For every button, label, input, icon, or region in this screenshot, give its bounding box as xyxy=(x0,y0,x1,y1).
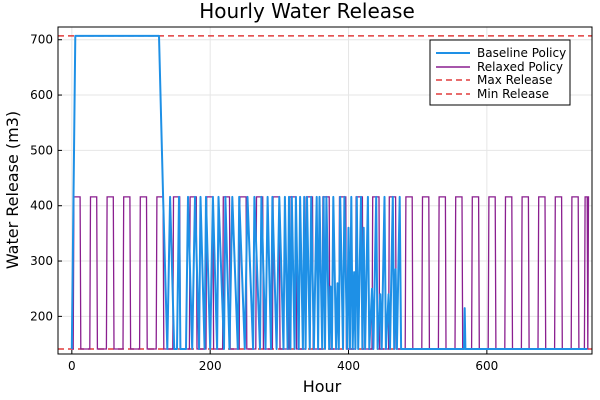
y-tick-label: 600 xyxy=(30,88,53,102)
x-tick-label: 600 xyxy=(475,359,498,373)
plot-frame xyxy=(57,26,593,355)
series-lines xyxy=(70,34,590,350)
x-tick-label: 200 xyxy=(199,359,222,373)
legend-box xyxy=(429,39,571,106)
legend-label-baseline: Baseline Policy xyxy=(477,46,566,60)
y-tick-label: 300 xyxy=(30,254,53,268)
x-tick-label: 400 xyxy=(337,359,360,373)
legend-label-max: Max Release xyxy=(477,73,553,87)
y-tick-label: 500 xyxy=(30,143,53,157)
y-axis-label: Water Release (m3) xyxy=(3,111,22,269)
y-tick-label: 400 xyxy=(30,199,53,213)
legend-label-min: Min Release xyxy=(477,87,549,101)
y-tick-label: 200 xyxy=(30,309,53,323)
series-baseline-policy xyxy=(70,34,588,350)
y-tick-label: 700 xyxy=(30,33,53,47)
chart-title: Hourly Water Release xyxy=(199,0,415,23)
y-axis: 200 300 400 500 600 700 xyxy=(30,33,62,323)
x-axis: 0 200 400 600 xyxy=(68,350,498,373)
legend: Baseline Policy Relaxed Policy Max Relea… xyxy=(429,39,571,106)
x-tick-label: 0 xyxy=(68,359,76,373)
x-axis-label: Hour xyxy=(303,377,342,396)
legend-label-relaxed: Relaxed Policy xyxy=(477,60,563,74)
